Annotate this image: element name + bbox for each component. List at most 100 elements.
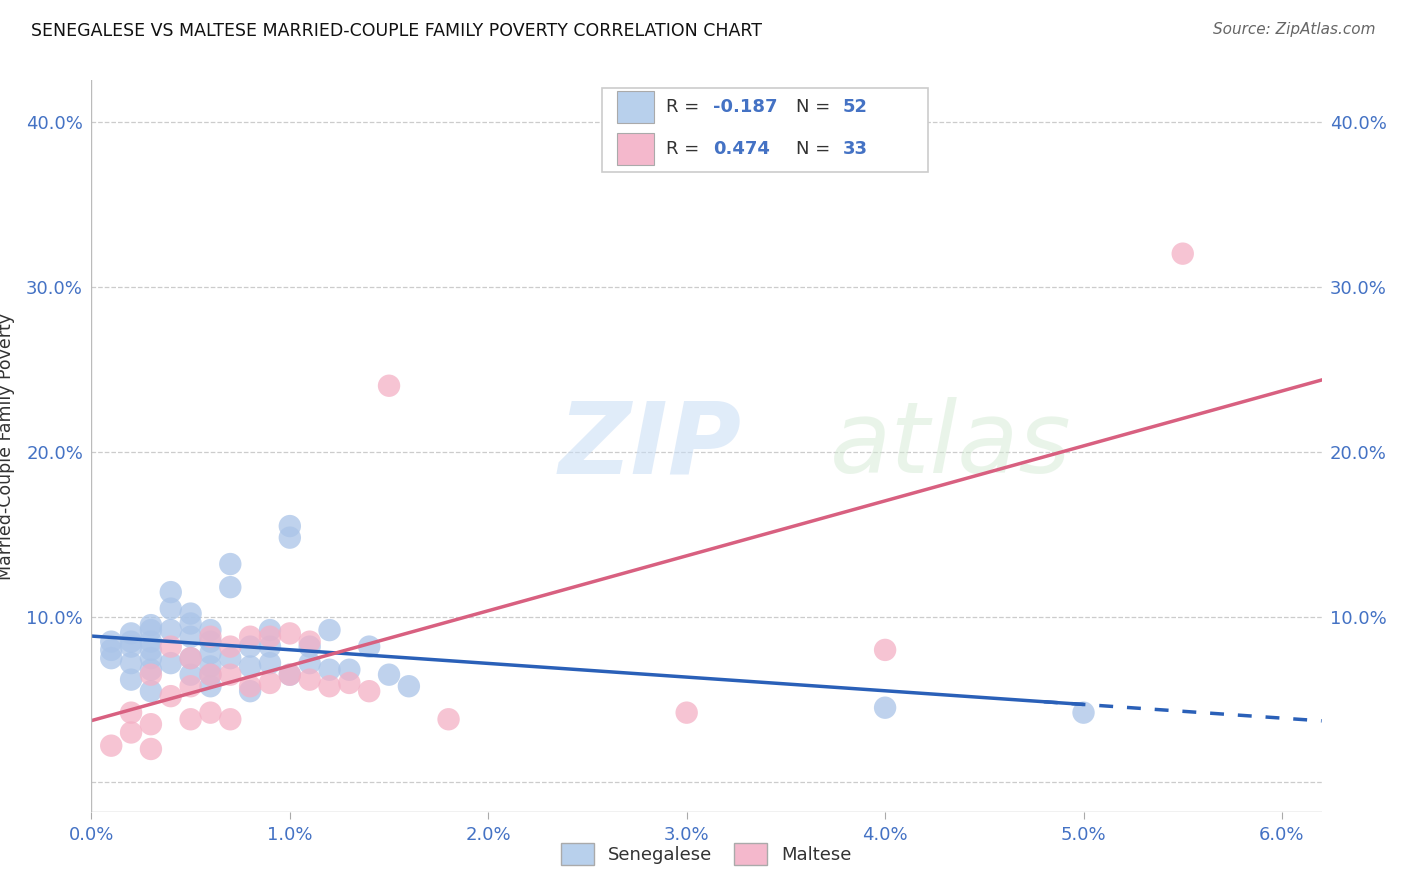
Point: [180, 667, 202, 681]
Text: 33: 33: [844, 140, 868, 158]
Point: [259, 623, 281, 637]
Point: [159, 640, 181, 654]
Point: [180, 616, 202, 631]
Text: 52: 52: [844, 98, 868, 116]
FancyBboxPatch shape: [602, 87, 928, 171]
Point: [239, 640, 262, 654]
Point: [398, 679, 420, 693]
Point: [180, 651, 202, 665]
Point: [378, 667, 401, 681]
Point: [278, 667, 301, 681]
Point: [139, 667, 162, 681]
Text: R =: R =: [666, 140, 704, 158]
Point: [159, 689, 181, 703]
Point: [337, 676, 360, 690]
Point: [278, 519, 301, 533]
Point: [1073, 706, 1095, 720]
Point: [120, 725, 142, 739]
Point: [100, 739, 122, 753]
Point: [875, 700, 897, 714]
Point: [1171, 246, 1194, 260]
Text: SENEGALESE VS MALTESE MARRIED-COUPLE FAMILY POVERTY CORRELATION CHART: SENEGALESE VS MALTESE MARRIED-COUPLE FAM…: [31, 22, 762, 40]
Point: [120, 626, 142, 640]
Point: [200, 623, 222, 637]
Point: [318, 663, 340, 677]
Point: [298, 640, 321, 654]
Y-axis label: Married-Couple Family Poverty: Married-Couple Family Poverty: [0, 312, 15, 580]
Point: [100, 651, 122, 665]
Point: [200, 679, 222, 693]
Point: [259, 640, 281, 654]
Point: [100, 643, 122, 657]
Point: [100, 634, 122, 648]
Point: [437, 712, 460, 726]
Point: [298, 634, 321, 648]
Point: [359, 684, 381, 698]
FancyBboxPatch shape: [617, 91, 654, 123]
Point: [139, 663, 162, 677]
Point: [259, 630, 281, 644]
Point: [200, 659, 222, 673]
Point: [359, 640, 381, 654]
Point: [180, 712, 202, 726]
Text: N =: N =: [796, 98, 837, 116]
Point: [298, 673, 321, 687]
Text: Source: ZipAtlas.com: Source: ZipAtlas.com: [1212, 22, 1375, 37]
Text: R =: R =: [666, 98, 704, 116]
Point: [875, 643, 897, 657]
Point: [298, 656, 321, 670]
Point: [239, 659, 262, 673]
Point: [675, 706, 697, 720]
Point: [259, 676, 281, 690]
Text: atlas: atlas: [830, 398, 1071, 494]
Point: [219, 640, 242, 654]
Point: [120, 640, 142, 654]
Point: [120, 634, 142, 648]
Point: [139, 643, 162, 657]
Text: N =: N =: [796, 140, 837, 158]
Legend: Senegalese, Maltese: Senegalese, Maltese: [554, 836, 859, 872]
Point: [239, 684, 262, 698]
Point: [180, 651, 202, 665]
Point: [139, 742, 162, 756]
Point: [159, 623, 181, 637]
Point: [159, 601, 181, 615]
Point: [200, 667, 222, 681]
Point: [278, 626, 301, 640]
Text: -0.187: -0.187: [713, 98, 778, 116]
Point: [139, 651, 162, 665]
Point: [180, 630, 202, 644]
Point: [180, 607, 202, 621]
Point: [278, 667, 301, 681]
Text: ZIP: ZIP: [558, 398, 742, 494]
Text: 0.474: 0.474: [713, 140, 769, 158]
Point: [139, 618, 162, 632]
Point: [219, 667, 242, 681]
Point: [139, 717, 162, 731]
Point: [219, 557, 242, 571]
Point: [259, 656, 281, 670]
Point: [200, 646, 222, 660]
Point: [239, 630, 262, 644]
Point: [278, 531, 301, 545]
Point: [318, 679, 340, 693]
Point: [200, 630, 222, 644]
Point: [120, 706, 142, 720]
Point: [139, 684, 162, 698]
Point: [219, 651, 242, 665]
Point: [337, 663, 360, 677]
Point: [120, 656, 142, 670]
Point: [378, 378, 401, 392]
Point: [139, 623, 162, 637]
FancyBboxPatch shape: [617, 133, 654, 165]
Point: [120, 673, 142, 687]
Point: [180, 679, 202, 693]
Point: [200, 667, 222, 681]
Point: [159, 656, 181, 670]
Point: [200, 634, 222, 648]
Point: [239, 679, 262, 693]
Point: [139, 634, 162, 648]
Point: [219, 580, 242, 594]
Point: [200, 706, 222, 720]
Point: [219, 712, 242, 726]
